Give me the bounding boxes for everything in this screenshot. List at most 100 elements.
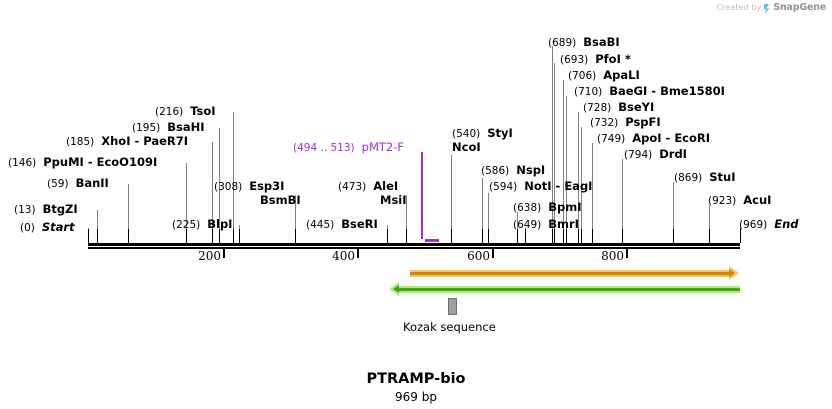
site-tick[interactable] — [482, 229, 483, 243]
site-tick[interactable] — [566, 229, 567, 243]
site-label-acui[interactable]: (923) AcuI — [708, 193, 771, 208]
site-label-ncoi[interactable]: NcoI — [452, 141, 481, 153]
kozak-sequence-marker[interactable] — [448, 298, 457, 315]
site-label-bseri[interactable]: (445) BseRI — [306, 217, 378, 232]
site-tick[interactable] — [295, 229, 296, 243]
site-label-blpi[interactable]: (225) BlpI — [172, 217, 232, 232]
site-tick[interactable] — [387, 229, 388, 243]
feature-arrow-green-feature[interactable] — [388, 282, 740, 296]
feature-arrow-orange-feature[interactable] — [410, 266, 740, 280]
site-tick[interactable] — [88, 229, 89, 243]
feature-body — [399, 285, 740, 293]
site-label-xhoi[interactable]: (185) XhoI - PaeR7I — [66, 134, 188, 149]
site-leader-line — [592, 143, 593, 243]
site-tick[interactable] — [239, 229, 240, 243]
site-tick[interactable] — [128, 229, 129, 243]
site-label-pfoi[interactable]: (693) PfoI * — [560, 52, 631, 67]
site-enzyme-name: NotI — [524, 179, 552, 193]
site-position: (225) — [172, 219, 201, 231]
site-tick[interactable] — [525, 229, 526, 243]
site-position: (689) — [548, 37, 577, 49]
site-label-tsoi[interactable]: (216) TsoI — [155, 104, 216, 119]
site-label-bsabi[interactable]: (689) BsaBI — [548, 35, 620, 50]
site-label-bpmi[interactable]: (638) BpmI — [513, 200, 582, 215]
site-label-styi[interactable]: (540) StyI — [452, 126, 513, 141]
site-label-drdi[interactable]: (794) DrdI — [624, 147, 687, 162]
site-label-ppumi[interactable]: (146) PpuMI - EcoO109I — [8, 155, 157, 170]
site-position: (693) — [560, 54, 589, 66]
site-tick[interactable] — [578, 229, 579, 243]
site-label-apoi[interactable]: (749) ApoI - EcoRI — [597, 131, 710, 146]
site-tick[interactable] — [406, 229, 407, 243]
site-label-msii[interactable]: MsiI — [380, 193, 407, 207]
site-leader-line — [554, 63, 555, 243]
site-enzyme-name: MsiI — [380, 193, 407, 207]
site-leader-line — [488, 193, 489, 243]
site-position: (706) — [568, 70, 597, 82]
primer-range: (494 .. 513) — [293, 142, 355, 154]
site-leader-line — [552, 46, 553, 243]
site-tick[interactable] — [97, 229, 98, 243]
site-position: (586) — [481, 165, 510, 177]
site-tick[interactable] — [554, 229, 555, 243]
site-leader-line — [295, 195, 296, 243]
site-tick[interactable] — [563, 229, 564, 243]
site-enzyme-name: End — [774, 217, 799, 231]
site-tick[interactable] — [451, 229, 452, 243]
site-label-bsmbi[interactable]: BsmBI — [260, 194, 301, 206]
ruler-tick-label: 200 — [198, 249, 221, 263]
site-label-pspfi[interactable]: (732) PspFI — [590, 115, 661, 130]
site-label-banii[interactable]: (59) BanII — [47, 176, 109, 191]
site-label-stui[interactable]: (869) StuI — [674, 170, 735, 185]
site-enzyme-name: BanII — [75, 176, 109, 190]
site-enzyme-name: PspFI — [625, 115, 661, 129]
site-enzyme-name: BseYI — [618, 100, 655, 114]
site-tick[interactable] — [709, 229, 710, 243]
site-label-btgzi[interactable]: (13) BtgZI — [14, 202, 78, 217]
site-enzyme-separator: - — [130, 134, 144, 148]
site-tick[interactable] — [233, 229, 234, 243]
site-label-bsahi[interactable]: (195) BsaHI — [132, 120, 205, 135]
site-tick[interactable] — [581, 229, 582, 243]
site-position: (732) — [590, 117, 619, 129]
site-tick[interactable] — [622, 229, 623, 243]
site-label-baegi[interactable]: (710) BaeGI - Bme1580I — [574, 84, 725, 99]
site-tick[interactable] — [552, 229, 553, 243]
site-enzyme-name: StyI — [487, 126, 513, 140]
site-label-bseyi[interactable]: (728) BseYI — [583, 100, 654, 115]
site-tick[interactable] — [517, 229, 518, 243]
primer-label[interactable]: (494 .. 513) pMT2-F — [293, 141, 404, 154]
site-position: (473) — [338, 181, 367, 193]
site-position: (649) — [513, 219, 542, 231]
site-leader-line — [622, 159, 623, 243]
site-position: (146) — [8, 157, 37, 169]
site-label-alei[interactable]: (473) AleI — [338, 179, 398, 194]
site-label-end[interactable]: (969) End — [739, 217, 799, 232]
site-enzyme-name: BpmI — [548, 200, 582, 214]
ruler-tick — [492, 249, 494, 258]
site-position: (794) — [624, 149, 653, 161]
site-enzyme-separator: - — [83, 155, 97, 169]
site-label-apali[interactable]: (706) ApaLI — [568, 68, 640, 83]
site-tick[interactable] — [592, 229, 593, 243]
primer-track-bar[interactable] — [425, 239, 439, 242]
site-position: (13) — [14, 204, 36, 216]
site-tick[interactable] — [740, 229, 741, 243]
site-enzyme-name: BtgZI — [42, 202, 78, 216]
site-leader-line — [186, 163, 187, 243]
site-tick[interactable] — [488, 229, 489, 243]
site-label-nspi[interactable]: (586) NspI — [481, 163, 545, 178]
site-position: (59) — [47, 178, 69, 190]
site-tick[interactable] — [673, 229, 674, 243]
ruler-tick-label: 400 — [332, 249, 355, 263]
site-label-start[interactable]: (0) Start — [20, 220, 75, 235]
site-label-esp3i[interactable]: (308) Esp3I — [214, 179, 284, 194]
site-tick[interactable] — [212, 229, 213, 243]
site-tick[interactable] — [186, 229, 187, 243]
site-tick[interactable] — [219, 229, 220, 243]
site-label-noti[interactable]: (594) NotI - EagI — [489, 179, 592, 194]
site-position: (445) — [306, 219, 335, 231]
site-enzyme-separator: - — [551, 179, 565, 193]
site-enzyme-name: ApaLI — [603, 68, 640, 82]
site-label-bmri[interactable]: (649) BmrI — [513, 217, 579, 232]
